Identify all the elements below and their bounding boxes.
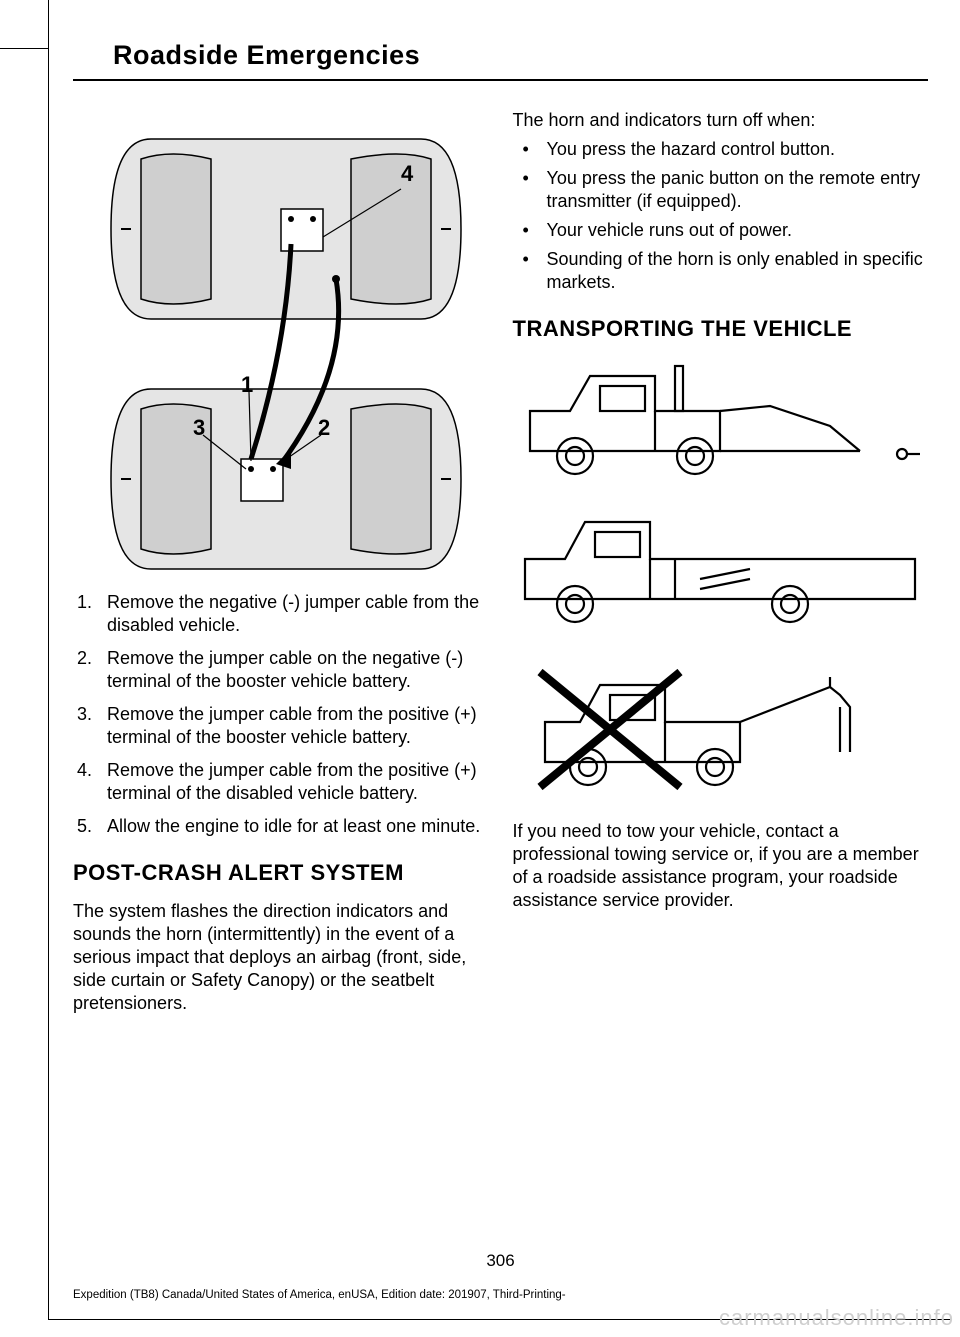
svg-text:3: 3 bbox=[193, 415, 205, 440]
footer-text: Expedition (TB8) Canada/United States of… bbox=[73, 1289, 566, 1301]
page-title: Roadside Emergencies bbox=[113, 40, 928, 71]
content-columns: 1 2 3 4 Remove the negative (-) jumper c… bbox=[73, 109, 928, 1015]
bullet-item: You press the panic button on the remote… bbox=[517, 167, 929, 213]
manual-page: Roadside Emergencies bbox=[48, 10, 952, 1320]
svg-text:1: 1 bbox=[241, 372, 253, 397]
jumper-cable-diagram: 1 2 3 4 bbox=[91, 109, 471, 573]
hornoff-list: You press the hazard control button. You… bbox=[517, 138, 929, 294]
step-item: Remove the jumper cable on the negative … bbox=[77, 647, 489, 693]
flatbed-truck-icon bbox=[520, 504, 920, 634]
step-item: Allow the engine to idle for at least on… bbox=[77, 815, 489, 838]
bullet-item: Sounding of the horn is only enabled in … bbox=[517, 248, 929, 294]
postcrash-body: The system flashes the direction indicat… bbox=[73, 900, 489, 1015]
transport-body: If you need to tow your vehicle, contact… bbox=[513, 820, 929, 912]
wheel-lift-truck-icon bbox=[520, 356, 920, 486]
svg-text:2: 2 bbox=[318, 415, 330, 440]
page-header: Roadside Emergencies bbox=[73, 40, 928, 81]
step-item: Remove the negative (-) jumper cable fro… bbox=[77, 591, 489, 637]
step-item: Remove the jumper cable from the positiv… bbox=[77, 759, 489, 805]
postcrash-heading: POST-CRASH ALERT SYSTEM bbox=[73, 860, 489, 886]
left-column: 1 2 3 4 Remove the negative (-) jumper c… bbox=[73, 109, 489, 1015]
page-number: 306 bbox=[49, 1251, 952, 1271]
bullet-item: You press the hazard control button. bbox=[517, 138, 929, 161]
step-item: Remove the jumper cable from the positiv… bbox=[77, 703, 489, 749]
bullet-item: Your vehicle runs out of power. bbox=[517, 219, 929, 242]
removal-steps-list: Remove the negative (-) jumper cable fro… bbox=[77, 591, 489, 838]
watermark: carmanualsonline.info bbox=[719, 1305, 954, 1331]
sling-truck-crossed-icon bbox=[520, 652, 920, 802]
transport-heading: TRANSPORTING THE VEHICLE bbox=[513, 316, 929, 342]
hornoff-intro: The horn and indicators turn off when: bbox=[513, 109, 929, 132]
right-column: The horn and indicators turn off when: Y… bbox=[513, 109, 929, 1015]
svg-text:4: 4 bbox=[401, 161, 414, 186]
